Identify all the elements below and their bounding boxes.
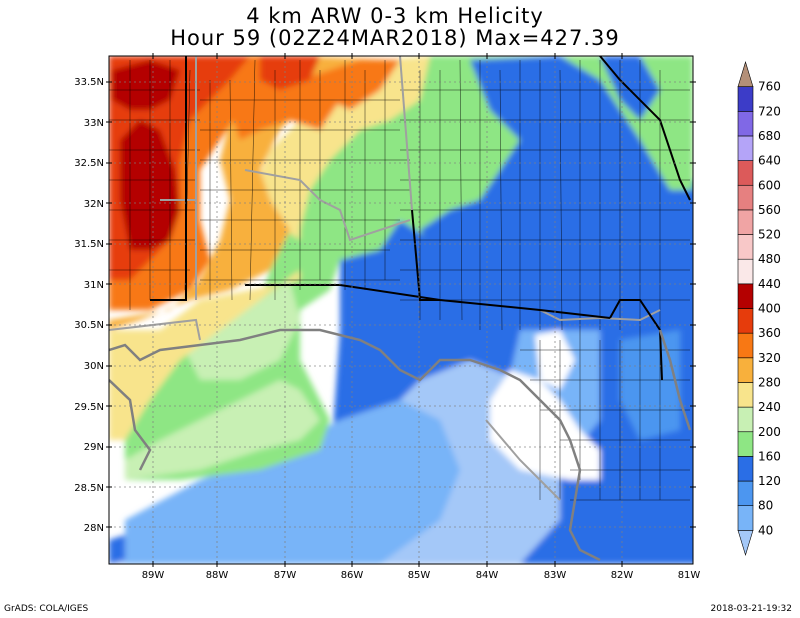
colorbar-label: 400 (758, 302, 781, 316)
lon-label: 82W (611, 570, 634, 581)
colorbar-label: 440 (758, 277, 781, 291)
colorbar-label: 200 (758, 425, 781, 439)
colorbar-swatch (737, 184, 754, 211)
map-frame (108, 55, 694, 565)
lat-label: 29.5N (74, 402, 104, 413)
colorbar-label: 40 (758, 523, 773, 537)
lat-label: 28N (84, 523, 104, 534)
lat-lon-grid (109, 56, 693, 564)
state-boundaries (109, 56, 661, 501)
longitude-axis: 89W 88W 87W 86W 85W 84W 83W 82W 81W (142, 570, 701, 581)
colorbar-label: 320 (758, 351, 781, 365)
colorbar-swatch (737, 209, 754, 235)
colorbar-label: 120 (758, 474, 781, 488)
latitude-ticks (106, 81, 696, 528)
lon-label: 84W (476, 570, 499, 581)
colorbar-legend: 40 80 120 160 200 240 280 320 360 400 440 480 520 560… (737, 60, 781, 557)
colorbar-swatch (737, 456, 754, 482)
lat-label: 31.5N (74, 239, 104, 250)
lon-label: 83W (544, 570, 567, 581)
state-lines (150, 56, 691, 381)
county-boundaries (109, 59, 690, 501)
colorbar-swatch (737, 406, 754, 433)
longitude-ticks (152, 53, 623, 567)
colorbar-swatch (737, 283, 754, 309)
colorbar-swatch (737, 258, 754, 285)
colorbar-swatch (737, 480, 754, 506)
colorbar-label: 240 (758, 400, 781, 414)
lon-label: 86W (341, 570, 364, 581)
lat-label: 32N (84, 199, 104, 210)
colorbar-swatch (737, 505, 754, 531)
footer-credit: GrADS: COLA/IGES (4, 604, 89, 614)
colorbar-label: 280 (758, 375, 781, 389)
colorbar-label: 720 (758, 104, 781, 118)
map-area (109, 56, 693, 564)
colorbar-label: 600 (758, 178, 781, 192)
colorbar-label: 80 (758, 499, 773, 513)
colorbar-max-arrow (737, 60, 754, 87)
colorbar-label: 360 (758, 326, 781, 340)
lon-label: 81W (678, 570, 701, 581)
colorbar-swatch (737, 332, 754, 359)
colorbar-swatch (737, 431, 754, 457)
colorbar-swatch (737, 234, 754, 260)
colorbar-swatch (737, 86, 754, 112)
lat-label: 33.5N (74, 77, 104, 88)
lat-label: 33N (84, 118, 104, 129)
colorbar-label: 480 (758, 252, 781, 266)
colorbar-swatch (737, 382, 754, 408)
coastline (109, 328, 692, 562)
lat-label: 28.5N (74, 483, 104, 494)
colorbar-label: 640 (758, 154, 781, 168)
colorbar-swatch (737, 111, 754, 137)
map-title: 4 km ARW 0-3 km Helicity (246, 4, 544, 28)
colorbar-label: 160 (758, 449, 781, 463)
colorbar-swatch (737, 160, 754, 186)
lat-label: 30N (84, 361, 104, 372)
colorbar-label: 680 (758, 129, 781, 143)
colorbar-label: 760 (758, 80, 781, 94)
lon-label: 87W (274, 570, 297, 581)
lat-label: 31N (84, 280, 104, 291)
lon-label: 89W (142, 570, 165, 581)
colorbar-label: 520 (758, 228, 781, 242)
lat-label: 30.5N (74, 320, 104, 331)
helicity-field (109, 56, 693, 564)
footer-timestamp: 2018-03-21-19:32 (710, 604, 793, 614)
colorbar-swatch (737, 357, 754, 383)
map-subtitle: Hour 59 (02Z24MAR2018) Max=427.39 (170, 26, 620, 50)
latitude-axis: 33.5N 33N 32.5N 32N 31.5N 31N 30.5N 30N … (74, 77, 104, 534)
colorbar-swatch (737, 135, 754, 161)
colorbar-min-arrow (737, 530, 754, 557)
lat-label: 32.5N (74, 158, 104, 169)
colorbar-swatch (737, 308, 754, 334)
lon-label: 85W (408, 570, 431, 581)
lat-label: 29N (84, 442, 104, 453)
colorbar-label: 560 (758, 203, 781, 217)
lon-label: 88W (206, 570, 229, 581)
